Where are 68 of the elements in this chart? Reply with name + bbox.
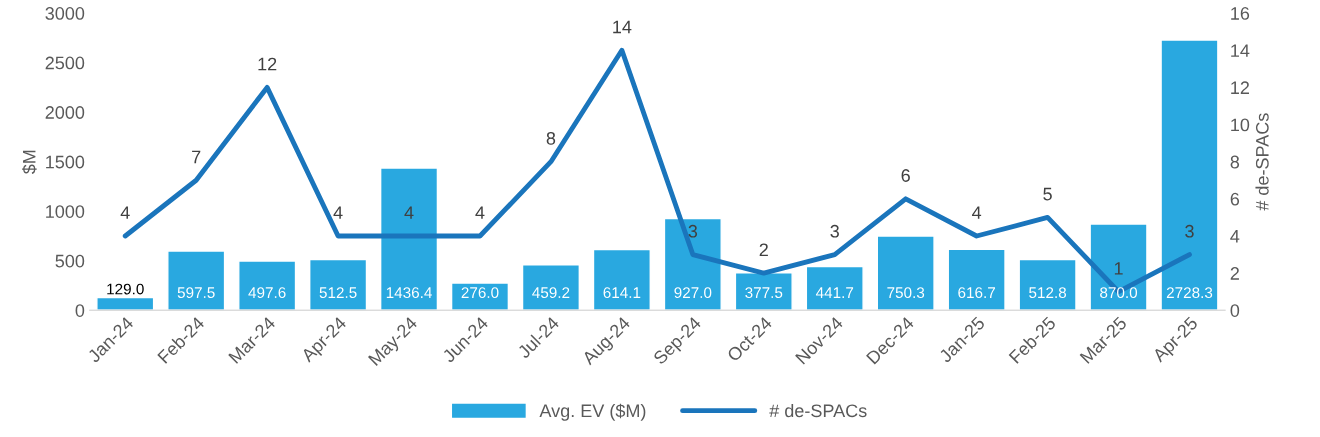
data-label: 3 xyxy=(688,224,698,238)
data-label: 4 xyxy=(333,206,343,219)
y2-tick-label: 12 xyxy=(1231,81,1249,94)
y2-tick-label: 14 xyxy=(1231,44,1250,57)
data-label: 597.5 xyxy=(177,287,215,299)
y2-tick-label: 6 xyxy=(1230,192,1240,206)
bar xyxy=(379,167,439,311)
data-label: 12 xyxy=(258,57,277,71)
y2-tick-label: 8 xyxy=(1230,155,1240,169)
data-label: 459.2 xyxy=(532,287,570,299)
y-tick-label: 1000 xyxy=(46,205,85,218)
data-label: 512.5 xyxy=(319,287,357,299)
y-tick-label: 3000 xyxy=(45,7,85,20)
bar xyxy=(1160,39,1219,311)
data-label: 3 xyxy=(830,224,839,238)
bar xyxy=(592,248,651,311)
y2-tick-label: 4 xyxy=(1230,230,1240,243)
data-label: 927.0 xyxy=(674,287,712,299)
data-label: 7 xyxy=(192,150,201,164)
legend-label: Avg. EV ($M) xyxy=(539,403,646,421)
data-label: 2 xyxy=(759,243,768,257)
bar xyxy=(1018,258,1077,311)
data-label: 870.0 xyxy=(1100,287,1138,299)
bar xyxy=(521,264,581,311)
bar xyxy=(663,217,722,311)
y-axis-title: $M xyxy=(22,150,37,175)
bar xyxy=(238,260,297,311)
y2-tick-label: 16 xyxy=(1231,7,1250,20)
data-label: 14 xyxy=(613,20,632,34)
y-tick-label: 2000 xyxy=(45,106,85,119)
bar xyxy=(805,265,864,311)
bar xyxy=(734,272,793,311)
data-label: 4 xyxy=(475,206,485,219)
data-label: 750.3 xyxy=(887,287,925,299)
bar xyxy=(947,248,1006,311)
data-label: 276.0 xyxy=(461,287,499,299)
bar xyxy=(450,282,510,311)
data-label: 512.8 xyxy=(1029,287,1067,299)
data-label: 377.5 xyxy=(745,287,783,299)
y-tick-label: 500 xyxy=(55,254,85,268)
data-label: 129.0 xyxy=(107,283,144,295)
data-label: 5 xyxy=(1043,187,1052,201)
y2-tick-label: 10 xyxy=(1231,118,1250,132)
data-label: 4 xyxy=(404,206,414,219)
y-tick-label: 2500 xyxy=(45,56,85,70)
data-label: 4 xyxy=(120,206,130,219)
data-label: 4 xyxy=(972,206,982,219)
y2-axis-title: # de-SPACs xyxy=(1255,113,1269,211)
bar xyxy=(876,235,935,311)
data-label: 614.1 xyxy=(603,287,641,299)
data-label: 497.6 xyxy=(248,287,286,299)
y2-tick-label: 0 xyxy=(1230,304,1240,317)
data-label: 441.7 xyxy=(815,287,854,298)
y-tick-label: 0 xyxy=(75,304,85,317)
bar xyxy=(309,258,368,311)
data-label: 2728.3 xyxy=(1166,287,1213,299)
data-label: 6 xyxy=(901,169,910,182)
data-label: 616.7 xyxy=(958,287,995,299)
data-label: 1436.4 xyxy=(386,287,432,299)
legend-label: # de-SPACs xyxy=(769,403,867,418)
bar xyxy=(167,250,226,311)
y-tick-label: 1500 xyxy=(46,155,85,169)
data-label: 8 xyxy=(546,131,556,145)
data-label: 1 xyxy=(1114,262,1123,275)
bar xyxy=(96,296,155,311)
y2-tick-label: 2 xyxy=(1230,267,1239,280)
data-label: 3 xyxy=(1185,224,1194,238)
bar xyxy=(1089,223,1148,311)
